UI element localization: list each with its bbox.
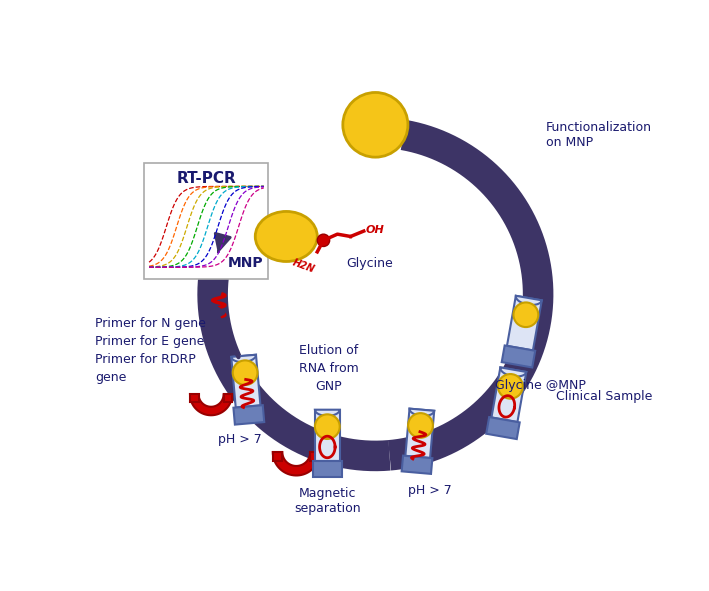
Polygon shape: [315, 410, 340, 416]
Text: Functionalization
on MNP: Functionalization on MNP: [546, 121, 652, 149]
FancyBboxPatch shape: [145, 163, 269, 279]
Polygon shape: [502, 346, 535, 368]
Text: H2N: H2N: [291, 257, 316, 275]
Polygon shape: [273, 452, 282, 461]
Polygon shape: [410, 408, 434, 416]
Text: Primer for N gene
Primer for E gene
Primer for RDRP
gene: Primer for N gene Primer for E gene Prim…: [95, 317, 206, 384]
Polygon shape: [501, 368, 526, 376]
Text: Glycine @MNP: Glycine @MNP: [495, 379, 586, 392]
Circle shape: [233, 361, 257, 385]
Polygon shape: [313, 460, 342, 478]
Polygon shape: [233, 405, 264, 424]
Polygon shape: [406, 408, 434, 458]
Text: Elution of
RNA from
GNP: Elution of RNA from GNP: [299, 345, 359, 393]
Ellipse shape: [255, 212, 317, 261]
Text: pH > 7: pH > 7: [408, 485, 452, 498]
Polygon shape: [315, 410, 340, 460]
Polygon shape: [223, 394, 232, 402]
Polygon shape: [486, 417, 520, 439]
Polygon shape: [516, 296, 542, 305]
Polygon shape: [190, 394, 232, 415]
Text: pH > 7: pH > 7: [218, 433, 262, 446]
Text: Glycine: Glycine: [347, 257, 393, 270]
Polygon shape: [311, 452, 320, 461]
Circle shape: [408, 413, 433, 438]
Circle shape: [343, 92, 408, 157]
Polygon shape: [190, 394, 199, 402]
Text: RT-PCR: RT-PCR: [177, 171, 236, 186]
Polygon shape: [231, 355, 260, 408]
Polygon shape: [273, 452, 320, 475]
Polygon shape: [231, 355, 256, 362]
Polygon shape: [507, 296, 542, 350]
Text: Clinical Sample: Clinical Sample: [556, 390, 652, 403]
Circle shape: [498, 374, 523, 399]
Circle shape: [513, 303, 538, 327]
Circle shape: [317, 234, 330, 246]
Text: MNP: MNP: [228, 256, 264, 269]
Text: Magnetic
separation: Magnetic separation: [294, 487, 361, 515]
Text: OH: OH: [365, 225, 384, 235]
Circle shape: [315, 414, 340, 439]
Polygon shape: [491, 368, 526, 422]
Polygon shape: [402, 456, 432, 474]
